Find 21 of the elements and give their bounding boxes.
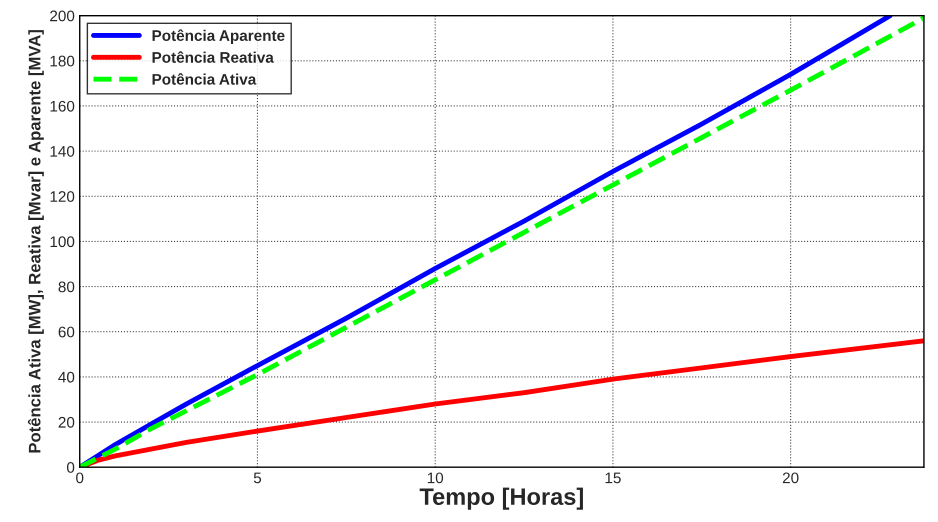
y-axis-title: Potência Ativa [MW], Reativa [Mvar] e Aparente [MVA] bbox=[28, 30, 44, 453]
legend-label: Potência Ativa bbox=[152, 73, 256, 85]
x-axis-title: Tempo [Horas] bbox=[420, 488, 583, 510]
y-tick-label: 160 bbox=[50, 100, 74, 112]
y-tick-label: 200 bbox=[50, 10, 74, 22]
y-tick-label: 0 bbox=[66, 462, 74, 473]
y-tick-label: 20 bbox=[58, 416, 74, 428]
y-tick-label: 60 bbox=[58, 326, 74, 338]
x-tick-label: 15 bbox=[606, 472, 621, 484]
x-tick-label: 0 bbox=[76, 472, 84, 484]
y-tick-label: 180 bbox=[50, 56, 74, 66]
y-tick-label: 40 bbox=[58, 372, 74, 383]
y-tick-label: 80 bbox=[58, 281, 74, 292]
legend-label: Potência Reativa bbox=[152, 51, 274, 63]
x-tick-label: 20 bbox=[782, 472, 799, 484]
x-tick-label: 5 bbox=[254, 472, 262, 484]
legend-label: Potência Aparente bbox=[152, 29, 285, 44]
x-tick-label: 10 bbox=[428, 472, 444, 484]
y-tick-label: 140 bbox=[50, 146, 74, 157]
y-tick-label: 120 bbox=[50, 191, 74, 202]
y-tick-label: 100 bbox=[50, 236, 74, 248]
